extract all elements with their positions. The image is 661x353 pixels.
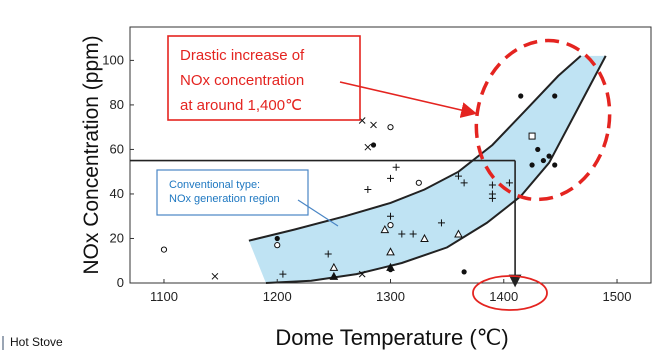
data-point-cross (364, 143, 372, 151)
data-point-open-circle (387, 124, 394, 131)
y-axis-title: NOx Concentration (ppm) (80, 35, 103, 274)
callout-line: Drastic increase of (180, 47, 305, 64)
data-point-filled-circle (529, 162, 535, 168)
data-point-plus (387, 212, 394, 220)
data-point-filled-triangle (329, 271, 339, 280)
data-point-plus (505, 179, 513, 187)
data-point-open-square (528, 132, 536, 140)
data-point-filled-triangle (386, 262, 395, 271)
region-label-line: Conventional type: (169, 179, 260, 191)
data-point-open-circle (387, 222, 394, 229)
region-label-line: NOx generation region (169, 193, 280, 205)
x-tick-label: 1300 (376, 289, 405, 304)
y-tick-label: 0 (117, 275, 124, 290)
x-tick-label: 1500 (603, 289, 632, 304)
data-point-filled-circle (370, 142, 377, 148)
x-tick-label: 1200 (263, 289, 292, 304)
svg-text:Conventional type:NOx generati: Conventional type: NOx generation region (169, 179, 280, 205)
y-tick-label: 100 (102, 52, 124, 67)
data-point-plus (324, 250, 332, 258)
data-point-plus (454, 172, 462, 180)
x-axis-title: Dome Temperature (℃) (275, 325, 508, 350)
data-points (160, 93, 558, 280)
data-point-filled-circle (535, 146, 541, 153)
reference-lines (130, 159, 522, 288)
callout-line: at around 1,400℃ (180, 97, 302, 114)
data-point-plus (488, 194, 496, 202)
data-point-cross (358, 270, 366, 278)
data-point-open-triangle (329, 262, 339, 271)
data-point-open-triangle (386, 247, 395, 256)
callout-line: NOx concentration (180, 72, 304, 89)
data-point-filled-circle (274, 235, 280, 242)
data-point-filled-circle (546, 153, 552, 159)
region-upper-boundary (248, 55, 582, 242)
data-point-filled-circle (540, 157, 547, 164)
data-point-filled-circle (552, 93, 558, 99)
data-point-plus (488, 181, 496, 189)
data-point-open-triangle (380, 225, 390, 234)
data-point-plus (409, 230, 417, 238)
y-tick-label: 60 (110, 141, 124, 156)
data-point-open-circle (274, 242, 281, 249)
data-point-cross (370, 121, 377, 129)
tick-1400-highlight (472, 275, 548, 311)
region-label-box: Conventional type: NOx generation region (156, 169, 339, 227)
y-tick-label: 40 (110, 186, 124, 201)
data-point-filled-circle (518, 93, 524, 99)
data-point-plus (387, 174, 394, 182)
footer-label: Hot Stove (10, 335, 63, 349)
data-point-open-triangle (420, 233, 429, 242)
data-point-open-triangle (454, 229, 463, 238)
y-tick-label: 20 (110, 230, 124, 245)
x-tick-label: 1400 (489, 289, 518, 304)
data-point-cross (211, 272, 219, 280)
y-tick-label: 80 (110, 97, 124, 112)
x-tick-label: 1100 (150, 289, 178, 304)
callout-arrow (339, 81, 478, 118)
data-point-filled-circle (552, 162, 558, 168)
data-point-plus (398, 230, 406, 238)
x-axis-ticks: 1100 1200 1300 1400 1500 (150, 279, 631, 304)
data-point-plus (364, 186, 372, 194)
data-point-plus (392, 163, 400, 171)
region-fill (248, 55, 606, 284)
drastic-increase-callout: Drastic increase of NOx concentration at a… (167, 35, 478, 121)
data-point-plus (437, 219, 445, 227)
data-point-plus (460, 179, 468, 187)
data-point-open-circle (160, 246, 168, 253)
footer-accent-bar (2, 336, 4, 350)
region-label-leader (297, 199, 339, 227)
data-point-open-circle (415, 179, 422, 186)
data-point-plus (279, 270, 287, 278)
highlight-ellipse (474, 38, 612, 202)
data-point-filled-circle (461, 269, 467, 275)
y-axis-ticks: 0 20 40 60 80 100 (102, 52, 134, 290)
